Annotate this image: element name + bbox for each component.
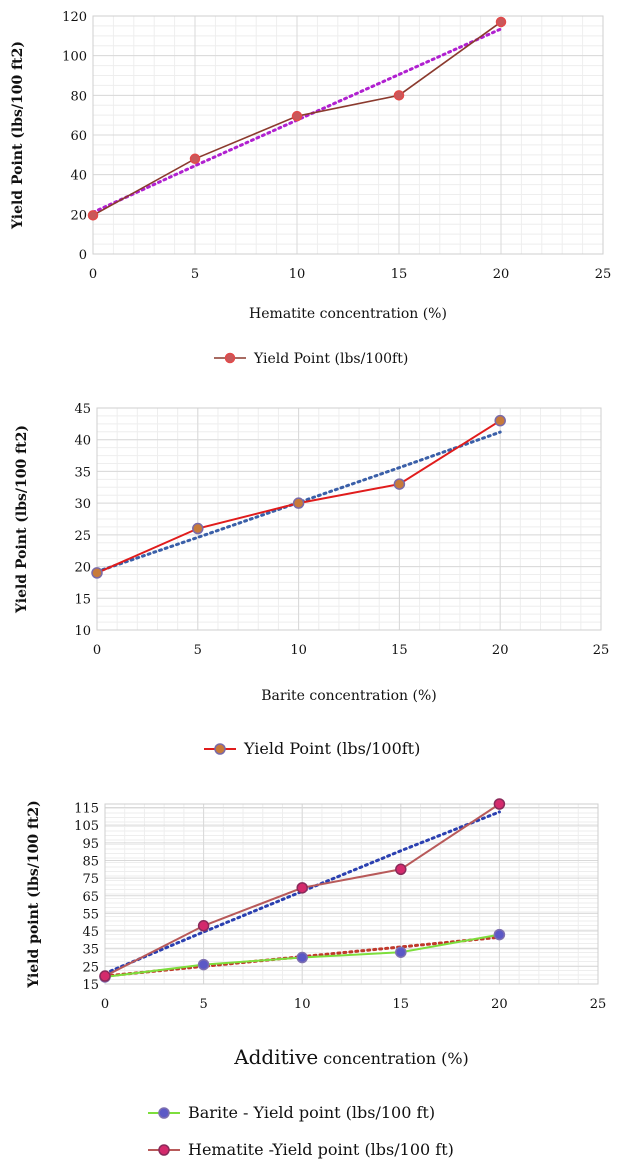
x-tick-label: 15 bbox=[391, 267, 408, 282]
data-point bbox=[197, 920, 210, 932]
data-point bbox=[91, 567, 103, 579]
y-tick-label: 25 bbox=[74, 529, 91, 544]
legend-marker-0 bbox=[158, 1107, 170, 1119]
data-point bbox=[291, 110, 303, 122]
x-axis-label: Barite concentration (%) bbox=[261, 688, 437, 704]
x-tick-label: 25 bbox=[590, 997, 607, 1012]
x-axis-label: Additive concentration (%) bbox=[233, 1045, 469, 1069]
y-tick-label: 75 bbox=[82, 872, 99, 887]
y-tick-label: 30 bbox=[74, 497, 91, 512]
x-axis-label-main: Additive bbox=[233, 1045, 318, 1069]
chart-barite: 10 15 20 25 30 35 40 45 0 5 10 15 20 25 Yield Point (l… bbox=[14, 402, 610, 758]
data-point bbox=[192, 522, 204, 535]
y-tick-label: 35 bbox=[74, 465, 91, 480]
y-tick-label: 20 bbox=[70, 208, 87, 223]
y-tick-label: 40 bbox=[70, 169, 87, 184]
legend-marker-0 bbox=[214, 743, 226, 755]
x-tick-label: 20 bbox=[491, 997, 508, 1012]
y-tick-label: 105 bbox=[74, 819, 99, 834]
x-tick-label: 10 bbox=[289, 267, 306, 282]
trendline-1 bbox=[103, 810, 501, 975]
chart-additive: 15 25 35 45 55 65 75 85 95 105 115 0 5 10 15 20 25 Yield … bbox=[26, 798, 607, 1159]
y-tick-label: 65 bbox=[82, 890, 99, 905]
x-tick-label: 15 bbox=[393, 997, 410, 1012]
plot-area bbox=[92, 15, 604, 255]
data-point bbox=[495, 16, 507, 28]
y-tick-label: 35 bbox=[82, 943, 99, 958]
y-axis-label: Yield Point (lbs/100 ft2) bbox=[10, 41, 26, 230]
legend-label-0: Yield Point (lbs/100ft) bbox=[243, 739, 420, 758]
data-point bbox=[189, 153, 201, 165]
y-tick-label: 100 bbox=[62, 50, 87, 65]
data-point bbox=[494, 414, 506, 427]
data-point bbox=[393, 90, 405, 101]
y-tick-label: 40 bbox=[74, 434, 91, 449]
y-tick-label: 25 bbox=[82, 960, 99, 975]
legend-label-1: Hematite -Yield point (lbs/100 ft) bbox=[188, 1140, 454, 1159]
y-tick-label: 15 bbox=[82, 978, 99, 993]
x-tick-label: 15 bbox=[391, 643, 408, 658]
data-point bbox=[99, 970, 111, 982]
x-tick-label: 5 bbox=[191, 267, 199, 282]
y-tick-label: 45 bbox=[82, 925, 99, 940]
x-tick-label: 5 bbox=[194, 643, 202, 658]
x-axis-label-rest: concentration (%) bbox=[318, 1049, 469, 1068]
x-tick-label: 20 bbox=[492, 643, 509, 658]
plot-area bbox=[96, 407, 602, 631]
x-tick-label: 0 bbox=[101, 997, 109, 1012]
data-point bbox=[197, 958, 210, 971]
plot-area bbox=[104, 803, 599, 985]
y-tick-label: 115 bbox=[74, 802, 99, 817]
y-tick-label: 55 bbox=[82, 907, 99, 922]
y-tick-label: 95 bbox=[82, 837, 99, 852]
x-tick-label: 25 bbox=[595, 267, 612, 282]
y-tick-label: 120 bbox=[62, 10, 87, 25]
data-point bbox=[395, 946, 407, 958]
x-tick-label: 0 bbox=[89, 267, 97, 282]
x-tick-label: 20 bbox=[493, 267, 510, 282]
x-tick-label: 5 bbox=[199, 997, 207, 1012]
y-tick-label: 80 bbox=[70, 89, 87, 104]
data-point bbox=[292, 497, 305, 509]
y-tick-label: 20 bbox=[74, 561, 91, 576]
data-point bbox=[395, 863, 407, 876]
y-tick-label: 10 bbox=[74, 624, 91, 639]
y-axis-label: Yield Point (lbs/100 ft2) bbox=[14, 425, 30, 614]
data-point bbox=[296, 951, 308, 964]
data-point bbox=[87, 210, 99, 221]
legend-marker-0 bbox=[224, 352, 236, 364]
chart-hematite: 0 20 40 60 80 100 120 0 5 10 15 20 25 Yield Point (lb… bbox=[10, 10, 612, 367]
legend-label-0: Barite - Yield point (lbs/100 ft) bbox=[188, 1103, 435, 1122]
x-axis-label: Hematite concentration (%) bbox=[249, 306, 447, 322]
data-point bbox=[393, 478, 406, 490]
y-tick-label: 60 bbox=[70, 129, 87, 144]
x-tick-label: 25 bbox=[593, 643, 610, 658]
legend-label-0: Yield Point (lbs/100ft) bbox=[253, 351, 408, 367]
legend-marker-1 bbox=[158, 1144, 170, 1156]
y-tick-label: 0 bbox=[79, 248, 87, 263]
y-tick-label: 45 bbox=[74, 402, 91, 417]
x-tick-label: 10 bbox=[294, 997, 311, 1012]
data-point bbox=[296, 882, 308, 894]
y-tick-label: 15 bbox=[74, 592, 91, 607]
x-tick-label: 0 bbox=[93, 643, 101, 658]
data-point bbox=[493, 928, 506, 941]
y-axis-label: Yield point (lbs/100 ft2) bbox=[26, 800, 42, 989]
y-tick-label: 85 bbox=[82, 854, 99, 869]
x-tick-label: 10 bbox=[290, 643, 307, 658]
data-point bbox=[493, 798, 506, 810]
